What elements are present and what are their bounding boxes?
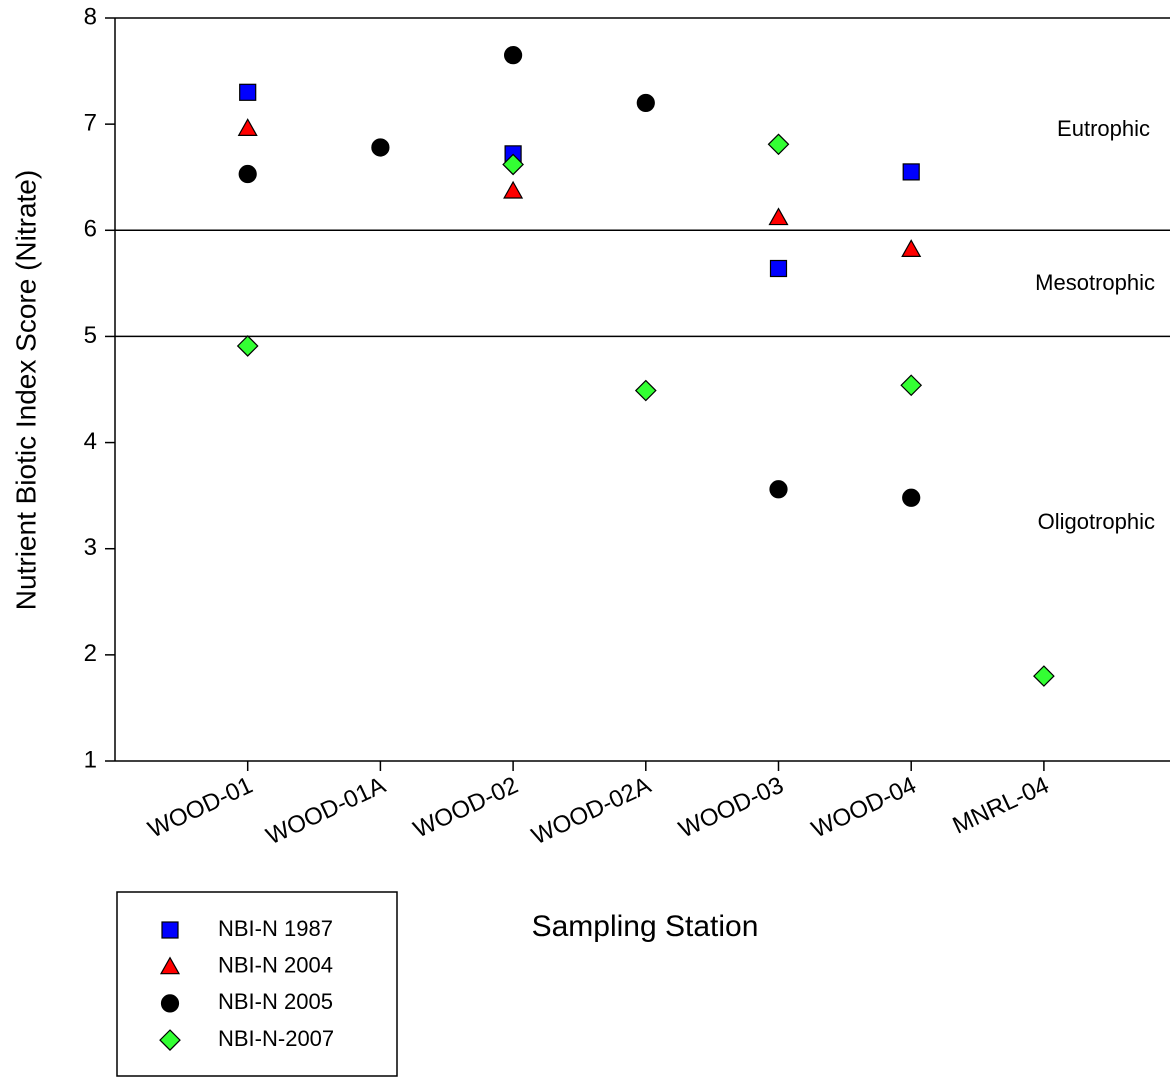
y-tick-label: 8 bbox=[84, 3, 97, 30]
point bbox=[503, 180, 524, 199]
legend-label: NBI-N 2004 bbox=[218, 953, 333, 978]
point bbox=[239, 83, 257, 101]
y-tick-label: 4 bbox=[84, 428, 97, 455]
annotation: Oligotrophic bbox=[1038, 509, 1155, 534]
legend-marker bbox=[159, 1029, 181, 1051]
point bbox=[768, 207, 789, 226]
point bbox=[634, 379, 657, 402]
x-tick-label: WOOD-01A bbox=[262, 772, 389, 851]
point bbox=[769, 259, 788, 278]
legend-box bbox=[116, 891, 398, 1077]
annotation: Eutrophic bbox=[1057, 116, 1150, 141]
y-tick-label: 7 bbox=[84, 109, 97, 136]
point bbox=[502, 153, 524, 176]
point bbox=[902, 488, 921, 507]
legend-label: NBI-N 1987 bbox=[218, 916, 333, 941]
point bbox=[503, 46, 523, 65]
point bbox=[769, 480, 788, 499]
point bbox=[902, 163, 920, 181]
x-tick-label: WOOD-01 bbox=[144, 772, 257, 844]
y-tick-label: 1 bbox=[84, 746, 97, 773]
legend-marker bbox=[160, 994, 180, 1013]
legend-marker bbox=[159, 956, 181, 975]
y-tick-label: 2 bbox=[84, 640, 97, 667]
annotation: Mesotrophic bbox=[1035, 270, 1155, 295]
x-tick-label: WOOD-03 bbox=[675, 772, 788, 844]
point bbox=[901, 239, 922, 257]
point bbox=[371, 138, 390, 157]
point bbox=[238, 164, 257, 184]
point bbox=[236, 335, 259, 357]
x-tick-label: WOOD-04 bbox=[807, 772, 920, 844]
x-axis-label: Sampling Station bbox=[532, 910, 759, 943]
x-tick-label: WOOD-02 bbox=[409, 772, 522, 844]
x-tick-label: WOOD-02A bbox=[528, 772, 655, 851]
point bbox=[1033, 665, 1055, 687]
y-tick-label: 3 bbox=[84, 534, 97, 561]
y-tick-label: 6 bbox=[84, 216, 97, 243]
point bbox=[767, 133, 790, 156]
point bbox=[237, 118, 258, 136]
legend-label: NBI-N 2005 bbox=[218, 989, 333, 1014]
y-tick-label: 5 bbox=[84, 322, 97, 349]
point bbox=[636, 93, 655, 113]
x-tick-label: MNRL-04 bbox=[949, 772, 1053, 840]
point bbox=[900, 374, 923, 397]
y-axis-label: Nutrient Biotic Index Score (Nitrate) bbox=[10, 170, 41, 610]
legend-marker bbox=[161, 921, 179, 939]
legend-label: NBI-N-2007 bbox=[218, 1026, 334, 1051]
